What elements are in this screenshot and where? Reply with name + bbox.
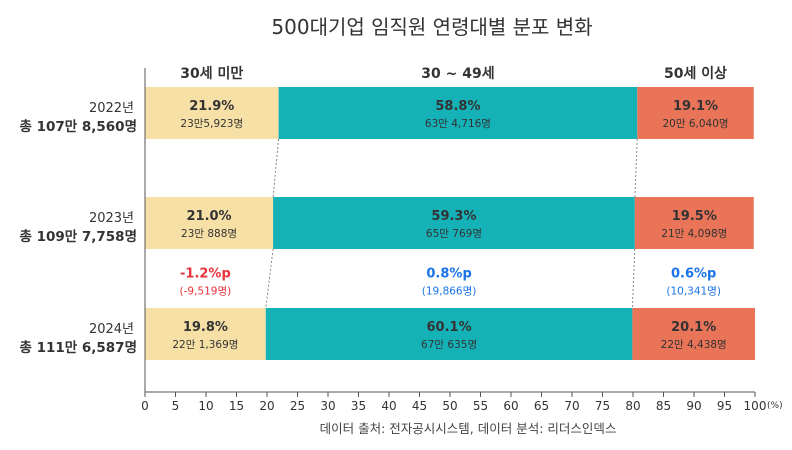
x-tick-label: 75 — [595, 399, 610, 413]
segment-count-label: 21만 4,098명 — [661, 228, 727, 240]
segment-count-label: 63만 4,716명 — [425, 118, 491, 130]
segment-percent-label: 58.8% — [435, 99, 480, 114]
change-count: (19,866명) — [422, 286, 477, 298]
x-tick-label: 50 — [442, 399, 457, 413]
segment-percent-label: 19.8% — [183, 320, 228, 335]
x-tick-label: 0 — [141, 399, 149, 413]
segment-count-label: 23만 888명 — [181, 228, 237, 240]
x-tick-label: 95 — [717, 399, 732, 413]
x-tick-label: 70 — [564, 399, 579, 413]
x-tick-label: 35 — [351, 399, 366, 413]
bar-segment — [637, 87, 754, 139]
x-tick-label: 10 — [198, 399, 213, 413]
x-tick-label: 100 — [744, 399, 767, 413]
series-header-2: 50세 이상 — [664, 65, 727, 82]
bar-segment — [278, 87, 638, 139]
bar-row-2: 19.8% 22만 1,369명 60.1% 67만 635명 20.1% 22만 4,4… — [19, 308, 755, 360]
segment-count-label: 22만 1,369명 — [172, 339, 238, 351]
row-year-label: 2022년 — [89, 101, 134, 116]
segment-percent-label: 19.1% — [673, 99, 718, 114]
row-year-label: 2024년 — [89, 322, 134, 337]
change-percent: -1.2%p — [180, 267, 231, 282]
row-total-label: 총 109만 7,758명 — [19, 228, 137, 245]
segment-count-label: 20만 6,040명 — [662, 118, 728, 130]
series-header-0: 30세 미만 — [180, 66, 243, 82]
x-unit-label: (%) — [767, 401, 783, 411]
x-tick-label: 65 — [534, 399, 549, 413]
change-count: (10,341명) — [666, 286, 721, 298]
x-tick-label: 85 — [656, 399, 671, 413]
chart-title: 500대기업 임직원 연령대별 분포 변화 — [271, 15, 592, 39]
bar-rows: 21.9% 23만5,923명 58.8% 63만 4,716명 19.1% 20만 6,… — [19, 87, 755, 360]
x-tick-label: 20 — [259, 399, 274, 413]
change-percent: 0.8%p — [426, 267, 471, 282]
bar-segment — [273, 197, 635, 249]
connector-lines — [265, 138, 638, 309]
segment-percent-label: 60.1% — [427, 320, 472, 335]
bar-segment — [145, 197, 274, 249]
change-percent: 0.6%p — [671, 267, 716, 282]
segment-percent-label: 59.3% — [431, 209, 476, 224]
x-tick-label: 45 — [412, 399, 427, 413]
bar-row-0: 21.9% 23만5,923명 58.8% 63만 4,716명 19.1% 20만 6,… — [19, 87, 754, 139]
bar-row-1: 21.0% 23만 888명 59.3% 65만 769명 19.5% 21만 4,098… — [19, 197, 754, 249]
segment-percent-label: 21.9% — [189, 99, 234, 114]
connector-line — [634, 138, 638, 198]
x-tick-label: 90 — [686, 399, 701, 413]
connector-line — [265, 248, 274, 309]
segment-percent-label: 20.1% — [671, 320, 716, 335]
segment-count-label: 23만5,923명 — [180, 118, 243, 130]
change-annotations: -1.2%p (-9,519명) 0.8%p (19,866명) 0.6%p (10,34… — [180, 267, 721, 298]
x-tick-label: 40 — [381, 399, 396, 413]
segment-count-label: 65만 769명 — [426, 228, 482, 240]
change-count: (-9,519명) — [180, 286, 232, 298]
row-total-label: 총 107만 8,560명 — [19, 118, 137, 135]
x-tick-label: 55 — [473, 399, 488, 413]
x-tick-label: 60 — [503, 399, 518, 413]
segment-percent-label: 21.0% — [186, 209, 231, 224]
connector-line — [272, 138, 280, 198]
x-tick-label: 25 — [290, 399, 305, 413]
series-headers: 30세 미만 30 ~ 49세 50세 이상 — [180, 65, 727, 82]
x-tick-label: 80 — [625, 399, 640, 413]
row-year-label: 2023년 — [89, 211, 134, 226]
x-tick-label: 5 — [172, 399, 180, 413]
source-note: 데이터 출처: 전자공시시스템, 데이터 분석: 리더스인덱스 — [320, 421, 617, 436]
segment-percent-label: 19.5% — [672, 209, 717, 224]
x-tick-label: 30 — [320, 399, 335, 413]
bar-segment — [265, 308, 633, 360]
bar-segment — [145, 308, 266, 360]
bar-segment — [634, 197, 754, 249]
x-axis: 0 5 10 15 20 25 30 35 40 45 50 55 60 65 70 75 80 85 90 95 10… — [141, 68, 783, 413]
row-total-label: 총 111만 6,587명 — [19, 339, 137, 356]
series-header-1: 30 ~ 49세 — [421, 66, 494, 82]
segment-count-label: 22만 4,438명 — [661, 339, 727, 351]
bar-segment — [632, 308, 755, 360]
x-tick-label: 15 — [229, 399, 244, 413]
bar-segment — [145, 87, 279, 139]
connector-line — [631, 248, 636, 309]
segment-count-label: 67만 635명 — [421, 339, 477, 351]
